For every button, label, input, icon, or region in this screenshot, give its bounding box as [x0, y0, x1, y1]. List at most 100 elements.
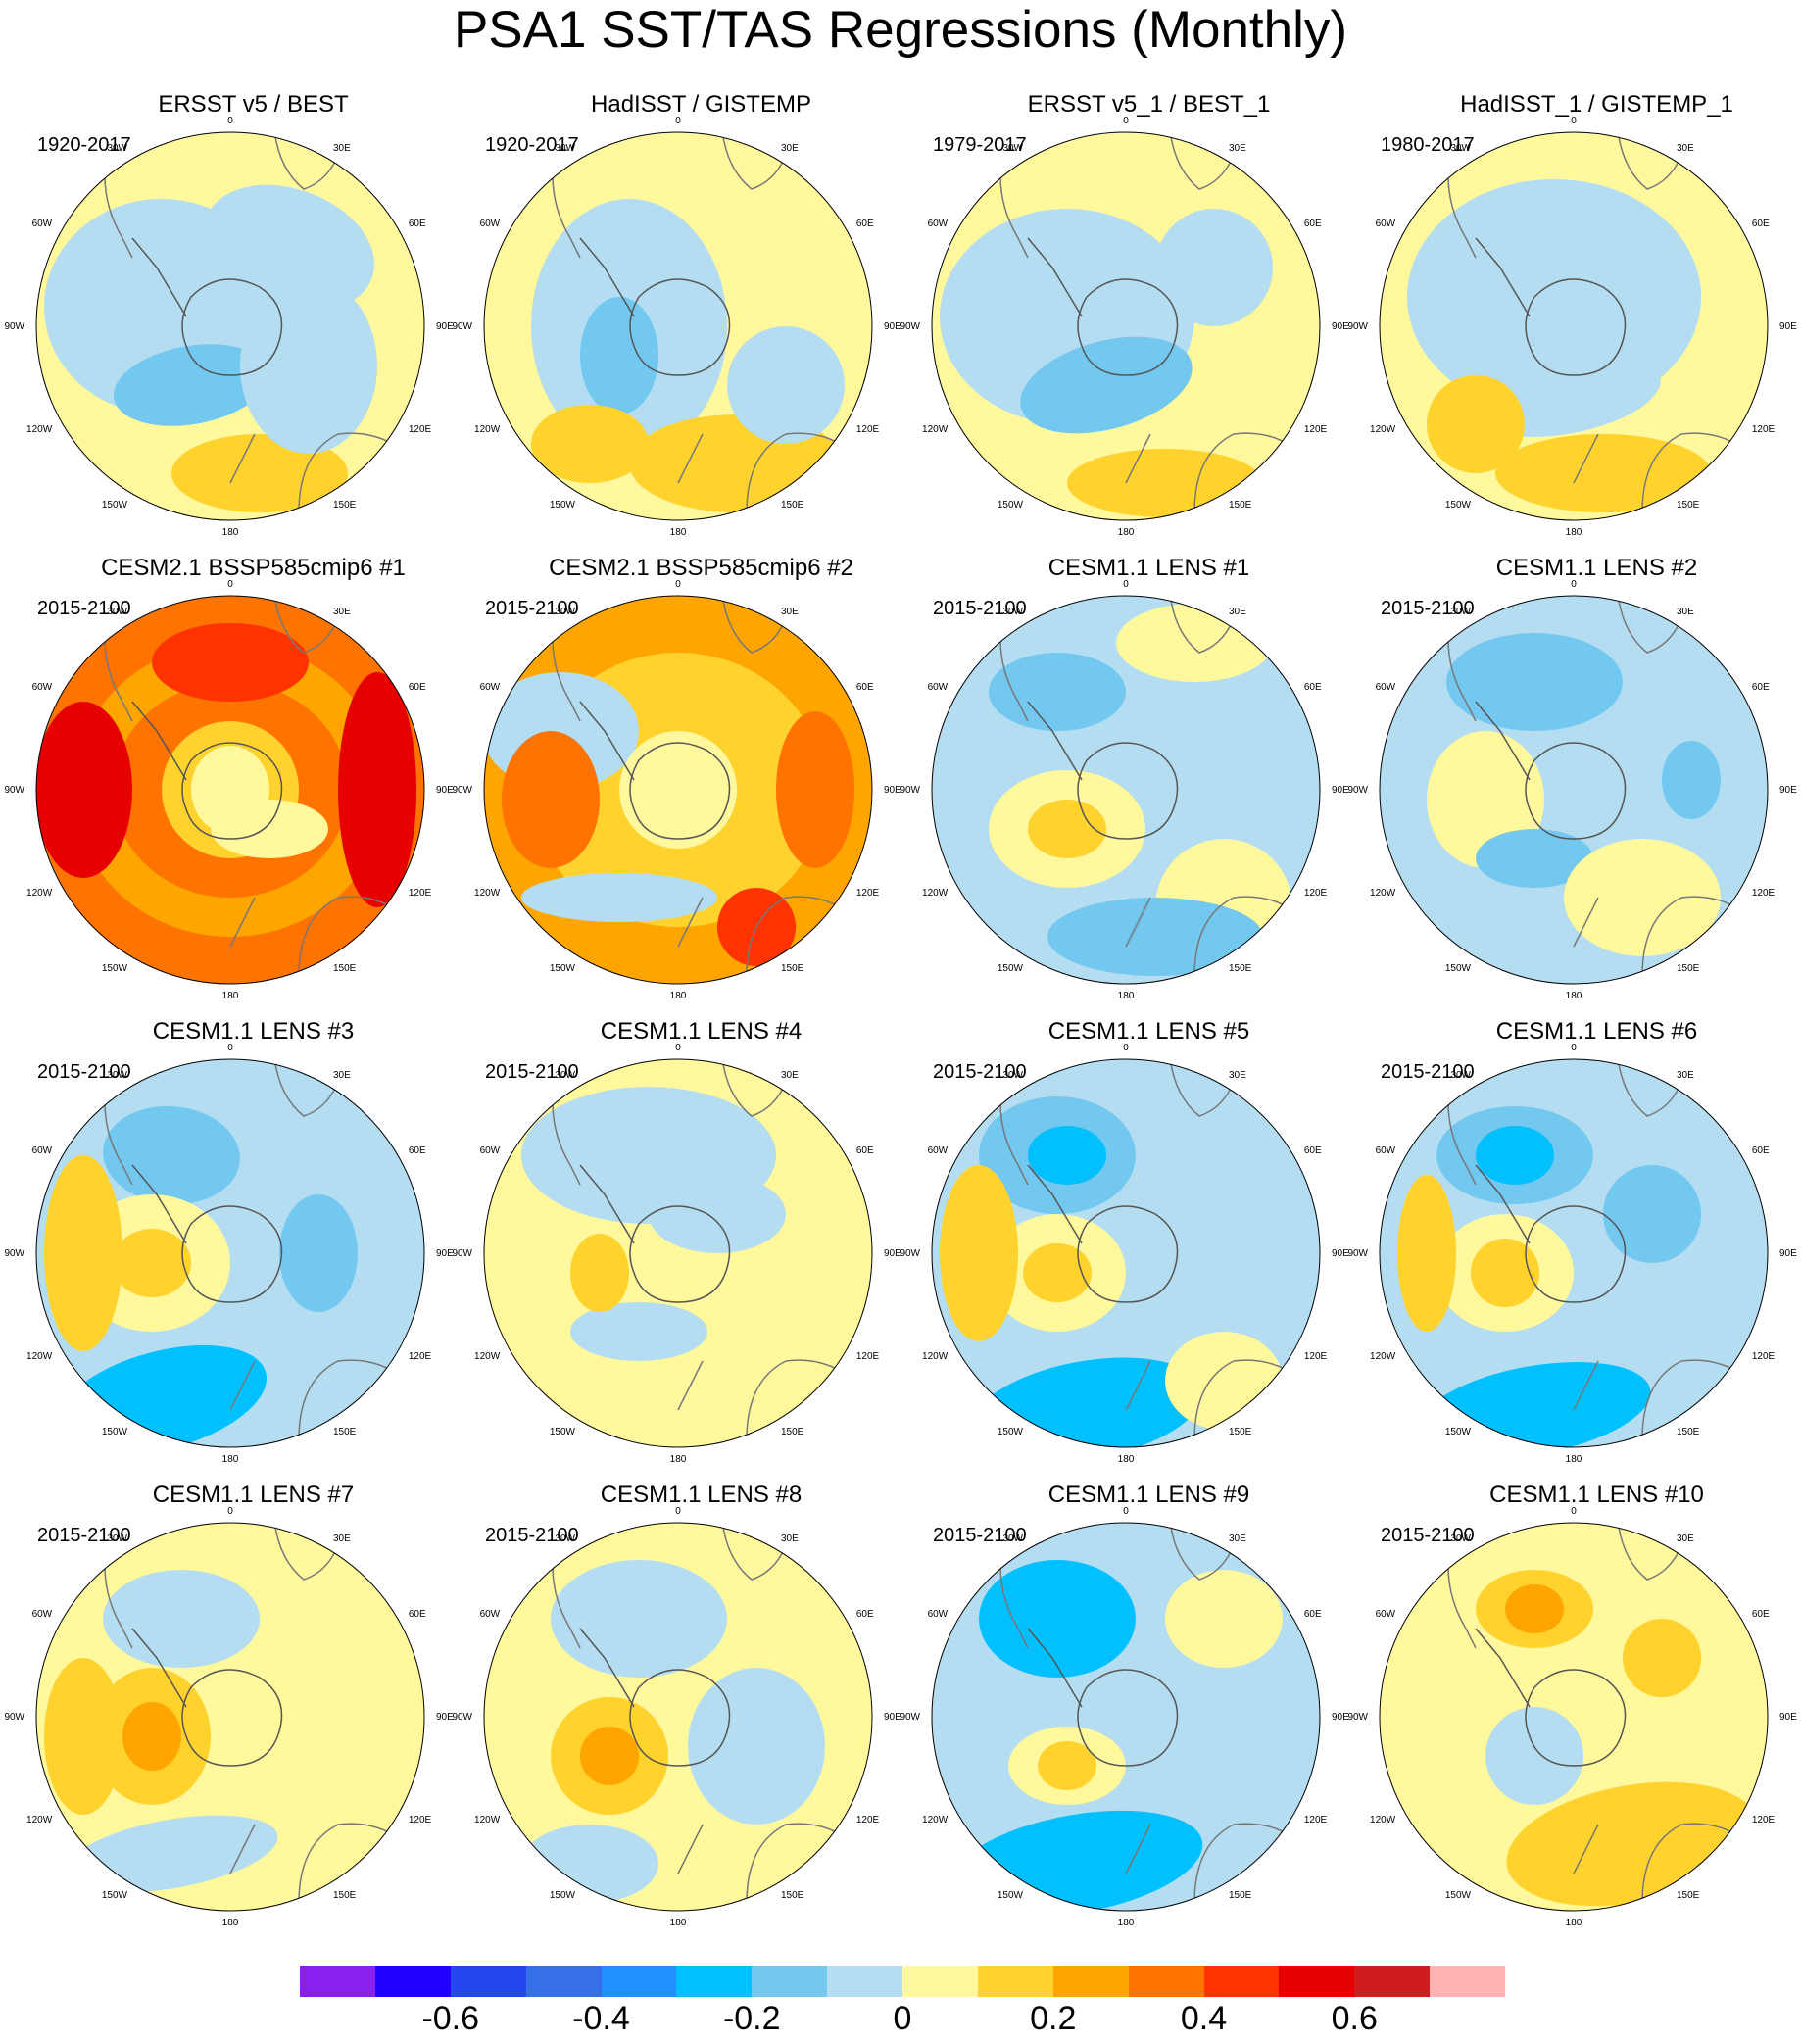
label-lon-150e: 150E: [1229, 500, 1252, 511]
label-lon-90w: 90W: [900, 1248, 920, 1259]
label-lon-90w: 90W: [4, 321, 24, 332]
panel-period: 2015-2100: [1381, 1525, 1475, 1546]
contour-region: [570, 1302, 707, 1361]
label-lon-30w: 30W: [1002, 1070, 1023, 1081]
new-zealand-coastline: [1125, 433, 1151, 484]
panel-title: CESM1.1 LENS #9: [1047, 1482, 1250, 1508]
new-zealand-coastline: [1573, 433, 1599, 484]
label-lon-150e: 150E: [333, 1427, 357, 1437]
label-lon-90e: 90E: [884, 1712, 901, 1723]
label-lon-60w: 60W: [1376, 682, 1396, 693]
panel-period: 1920-2017: [37, 134, 131, 156]
contour-region: [1564, 839, 1721, 956]
label-lon-60e: 60E: [856, 1145, 874, 1156]
panel-title: CESM1.1 LENS #5: [1047, 1018, 1250, 1045]
label-lon-90w: 90W: [452, 785, 472, 796]
label-lon-180: 180: [670, 1918, 687, 1928]
label-lon-120w: 120W: [1370, 1351, 1396, 1362]
contour-region: [122, 1702, 181, 1771]
contour-region: [1116, 604, 1273, 682]
label-lon-120e: 120E: [409, 888, 432, 899]
label-lon-30w: 30W: [1002, 607, 1023, 617]
label-lon-90e: 90E: [1779, 1712, 1797, 1723]
label-lon-30w: 30W: [107, 607, 127, 617]
contour-region: [1038, 1741, 1096, 1790]
colorbar: [300, 1966, 1506, 1999]
contour-region: [1028, 1126, 1106, 1185]
label-lon-0: 0: [1571, 116, 1577, 126]
label-lon-60e: 60E: [1752, 1145, 1770, 1156]
label-lon-0: 0: [1123, 116, 1129, 126]
antarctica-coastline: [629, 1205, 731, 1303]
colorbar-box: [827, 1966, 903, 1997]
label-lon-150w: 150W: [550, 1427, 576, 1437]
label-lon-120w: 120W: [474, 424, 501, 435]
label-lon-90w: 90W: [900, 321, 920, 332]
map-border: [483, 131, 873, 521]
label-lon-90e: 90E: [1332, 785, 1349, 796]
contour-region: [1427, 375, 1525, 473]
map-panel: CESM1.1 LENS #6 2015-2100 0 30E 60E 90E 120E 15…: [1347, 1017, 1801, 1478]
contour-region: [580, 1727, 639, 1785]
antarctica-coastline: [629, 278, 731, 376]
panel-period: 2015-2100: [485, 1525, 579, 1546]
map-border: [35, 595, 425, 985]
label-lon-60w: 60W: [480, 682, 501, 693]
label-lon-90w: 90W: [4, 785, 24, 796]
colorbar-box: [1279, 1966, 1355, 1997]
new-zealand-coastline: [229, 1824, 256, 1874]
contour-region: [279, 1194, 358, 1312]
colorbar-tick-label: -0.4: [572, 2000, 630, 2037]
panel-title: CESM1.1 LENS #2: [1495, 555, 1698, 581]
label-lon-150e: 150E: [1677, 963, 1700, 974]
map-panel: CESM1.1 LENS #4 2015-2100 0 30E 60E 90E 120E 15…: [452, 1017, 925, 1478]
label-lon-0: 0: [1123, 579, 1129, 590]
label-lon-60e: 60E: [1304, 682, 1322, 693]
panel-period: 2015-2100: [1381, 1061, 1475, 1083]
contour-region: [171, 434, 348, 512]
peninsula-coastline: [1475, 237, 1531, 317]
colorbar-tick-label: -0.6: [421, 2000, 480, 2037]
peninsula-coastline: [131, 701, 187, 781]
label-lon-90e: 90E: [1332, 321, 1349, 332]
contour-fill: [1380, 1523, 1768, 1911]
map-panel: CESM1.1 LENS #2 2015-2100 0 30E 60E 90E 120E 15…: [1347, 554, 1801, 1014]
contour-fill: [932, 132, 1320, 520]
map-border: [35, 1522, 425, 1912]
label-lon-60e: 60E: [856, 219, 874, 229]
label-lon-30w: 30W: [555, 143, 575, 154]
label-lon-0: 0: [227, 579, 233, 590]
contour-fill: [36, 596, 424, 984]
panel-title: ERSST v5_1 / BEST_1: [1027, 91, 1271, 118]
peninsula-coastline: [1475, 1628, 1531, 1708]
label-lon-150w: 150W: [998, 500, 1024, 511]
label-lon-120e: 120E: [409, 1815, 432, 1825]
antarctica-coastline: [1077, 1205, 1179, 1303]
label-lon-150e: 150E: [333, 500, 357, 511]
label-lon-150e: 150E: [333, 1890, 357, 1901]
contour-region: [521, 1825, 658, 1903]
contour-region: [521, 873, 717, 922]
label-lon-90w: 90W: [900, 1712, 920, 1723]
panel-title: CESM1.1 LENS #8: [600, 1482, 803, 1508]
new-zealand-coastline: [1573, 897, 1599, 948]
panel-period: 2015-2100: [933, 1525, 1027, 1546]
colorbar-tick-label: 0.4: [1180, 2000, 1228, 2037]
contour-fill: [932, 596, 1320, 984]
contour-region: [570, 1234, 629, 1312]
peninsula-coastline: [579, 1164, 635, 1244]
contour-region: [580, 297, 658, 414]
label-lon-120w: 120W: [922, 1351, 949, 1362]
label-lon-180: 180: [1566, 1454, 1582, 1465]
polar-map: 0 30E 60E 90E 120E 150E 180 150W 120W 90W 60W 30W: [452, 116, 901, 538]
peninsula-coastline: [1027, 1164, 1083, 1244]
polar-map: 0 30E 60E 90E 120E 150E 180 150W 120W 90W 60W 30W: [900, 1506, 1349, 1928]
antarctica-coastline: [629, 1669, 731, 1767]
label-lon-150w: 150W: [1445, 1890, 1472, 1901]
map-panel: CESM1.1 LENS #5 2015-2100 0 30E 60E 90E 120E 15…: [900, 1017, 1373, 1478]
label-lon-30e: 30E: [1229, 1533, 1246, 1544]
contour-fill: [484, 1523, 872, 1911]
contour-region: [191, 746, 269, 834]
peninsula-coastline: [579, 1628, 635, 1708]
contour-fill: [1380, 132, 1768, 520]
